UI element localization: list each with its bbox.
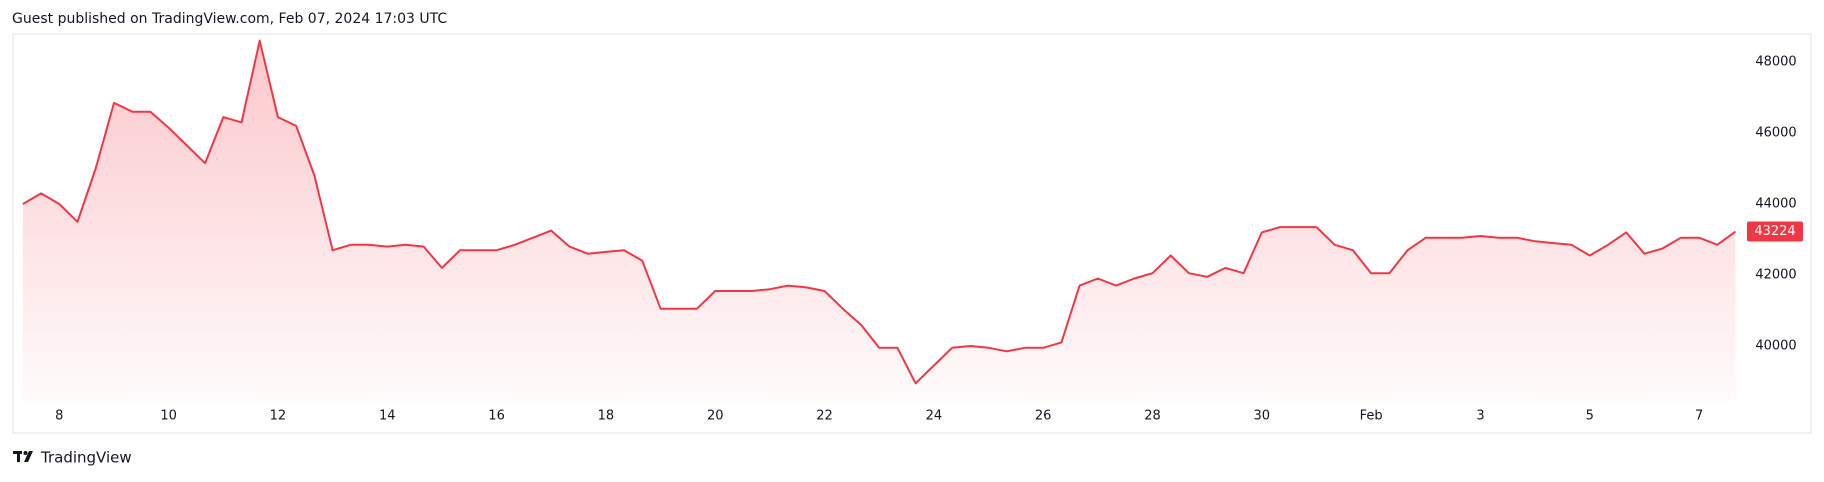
x-tick-label: 30 bbox=[1254, 409, 1271, 424]
x-tick-label: 28 bbox=[1144, 409, 1161, 424]
price-line bbox=[22, 39, 1737, 385]
x-tick-label: 20 bbox=[707, 409, 724, 424]
x-tick-label: 5 bbox=[1586, 409, 1594, 424]
header: Guest published on TradingView.com, Feb … bbox=[12, 11, 447, 27]
area-fill bbox=[22, 40, 1736, 401]
x-tick-label: 8 bbox=[55, 409, 63, 424]
x-tick-label: 18 bbox=[598, 409, 615, 424]
y-tick-label: 42000 bbox=[1755, 267, 1796, 282]
x-tick-label: 22 bbox=[816, 409, 833, 424]
x-tick-label: 12 bbox=[270, 409, 287, 424]
last-price-label: 43224 bbox=[1754, 224, 1795, 239]
x-tick-label: 3 bbox=[1476, 409, 1484, 424]
logo bbox=[13, 451, 33, 462]
x-tick-label: 24 bbox=[926, 409, 943, 424]
chart-frame bbox=[12, 33, 1812, 434]
x-tick-label: 7 bbox=[1695, 409, 1703, 424]
x-tick-label: 26 bbox=[1035, 409, 1052, 424]
x-tick-label: Feb bbox=[1360, 409, 1383, 424]
x-tick-label: 16 bbox=[488, 409, 505, 424]
x-tick-label: 14 bbox=[379, 409, 396, 424]
y-tick-label: 46000 bbox=[1755, 126, 1796, 141]
y-tick-label: 48000 bbox=[1755, 55, 1796, 70]
last-price-badge bbox=[1747, 221, 1803, 242]
y-tick-label: 44000 bbox=[1755, 197, 1796, 212]
plot: 40000 42000 44000 46000 48000 8 10 12 14 16 18 20 22… bbox=[22, 39, 1803, 424]
x-tick-label: 10 bbox=[160, 409, 177, 424]
footer-brand: TradingView bbox=[40, 449, 132, 467]
y-tick-label: 40000 bbox=[1755, 338, 1796, 353]
